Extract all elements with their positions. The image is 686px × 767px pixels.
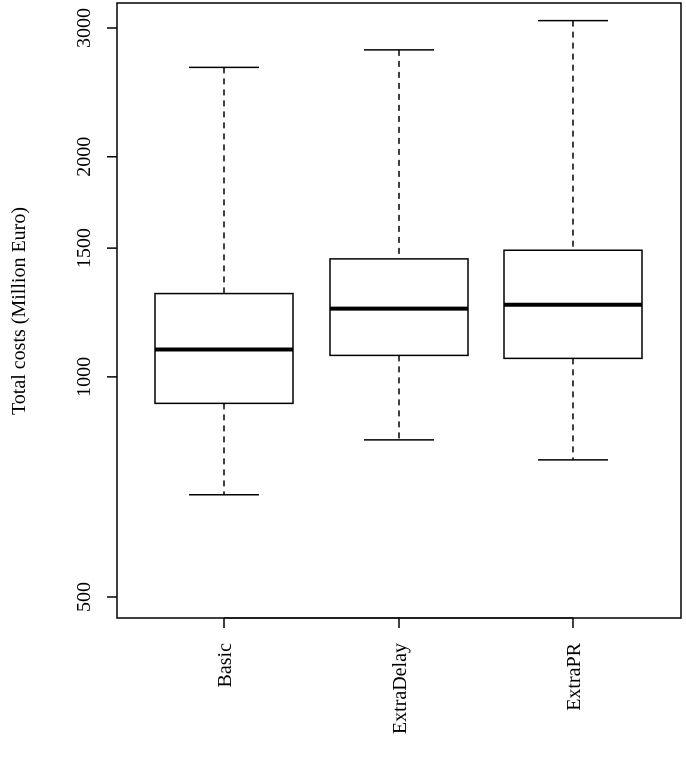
y-tick-label-500: 500 bbox=[73, 582, 95, 612]
y-axis-title: Total costs (Million Euro) bbox=[8, 207, 30, 415]
y-tick-label-1500: 1500 bbox=[73, 228, 95, 268]
box-extrapr bbox=[503, 19, 643, 461]
y-tick-label-2000: 2000 bbox=[73, 137, 95, 177]
y-axis: 500 1000 1500 2000 3000 bbox=[73, 8, 117, 612]
x-tick-label-extrapr: ExtraPR bbox=[563, 642, 585, 710]
x-tick-label-extradelay: ExtraDelay bbox=[389, 643, 411, 734]
y-tick-label-1000: 1000 bbox=[73, 357, 95, 397]
box-basic bbox=[154, 66, 294, 496]
box-extradelay bbox=[329, 49, 469, 441]
x-axis: Basic ExtraDelay ExtraPR bbox=[214, 617, 585, 734]
y-tick-label-3000: 3000 bbox=[73, 8, 95, 48]
x-tick-label-basic: Basic bbox=[214, 643, 236, 688]
boxes bbox=[154, 19, 643, 496]
